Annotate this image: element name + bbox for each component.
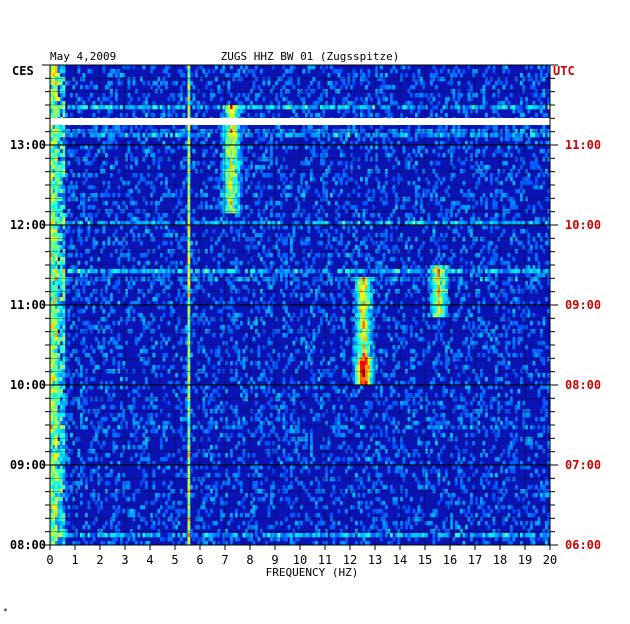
- grid-lines: [50, 65, 550, 545]
- frequency-tick-label: 16: [443, 553, 457, 567]
- left-timezone-label: CES: [12, 64, 34, 78]
- frequency-tick-label: 10: [293, 553, 307, 567]
- frequency-tick-label: 1: [71, 553, 78, 567]
- frequency-tick-label: 14: [393, 553, 407, 567]
- frequency-tick-label: 8: [246, 553, 253, 567]
- date-label: May 4,2009: [50, 50, 116, 63]
- frequency-tick-label: 15: [418, 553, 432, 567]
- right-time-tick-label: 07:00: [565, 458, 601, 472]
- frequency-tick-label: 4: [146, 553, 153, 567]
- frequency-tick-label: 0: [46, 553, 53, 567]
- frequency-tick-label: 2: [96, 553, 103, 567]
- left-time-tick-label: 09:00: [10, 458, 46, 472]
- right-time-axis: 11:00 10:00 09:00 08:00 07:00 06:00: [565, 138, 601, 552]
- frequency-tick-label: 20: [543, 553, 557, 567]
- frequency-tick-label: 6: [196, 553, 203, 567]
- right-timezone-label: UTC: [553, 64, 575, 78]
- right-time-tick-label: 11:00: [565, 138, 601, 152]
- frequency-tick-label: 5: [171, 553, 178, 567]
- left-time-tick-label: 13:00: [10, 138, 46, 152]
- left-time-tick-label: 11:00: [10, 298, 46, 312]
- right-time-tick-label: 10:00: [565, 218, 601, 232]
- tick-marks: [42, 64, 558, 550]
- right-time-tick-label: 09:00: [565, 298, 601, 312]
- frequency-tick-label: 9: [271, 553, 278, 567]
- left-time-tick-label: 10:00: [10, 378, 46, 392]
- right-time-tick-label: 08:00: [565, 378, 601, 392]
- frequency-tick-label: 3: [121, 553, 128, 567]
- frequency-tick-label: 13: [368, 553, 382, 567]
- station-title: ZUGS HHZ BW 01 (Zugsspitze): [221, 50, 400, 63]
- frequency-tick-label: 18: [493, 553, 507, 567]
- right-time-tick-label: 06:00: [565, 538, 601, 552]
- left-time-tick-label: 08:00: [10, 538, 46, 552]
- frequency-tick-label: 12: [343, 553, 357, 567]
- left-time-axis: 13:00 12:00 11:00 10:00 09:00 08:00: [10, 138, 46, 552]
- data-gap-bar: [50, 118, 550, 125]
- frequency-tick-label: 11: [318, 553, 332, 567]
- frequency-tick-label: 7: [221, 553, 228, 567]
- left-time-tick-label: 12:00: [10, 218, 46, 232]
- frequency-tick-label: 19: [518, 553, 532, 567]
- frequency-axis: 0 1 2 3 4 5 6 7 8 9 10 11 12 13 14 15 16 17 18 19 20: [46, 553, 557, 567]
- x-axis-label: FREQUENCY (HZ): [266, 566, 359, 579]
- frequency-tick-label: 17: [468, 553, 482, 567]
- footer-mark: *: [3, 607, 8, 616]
